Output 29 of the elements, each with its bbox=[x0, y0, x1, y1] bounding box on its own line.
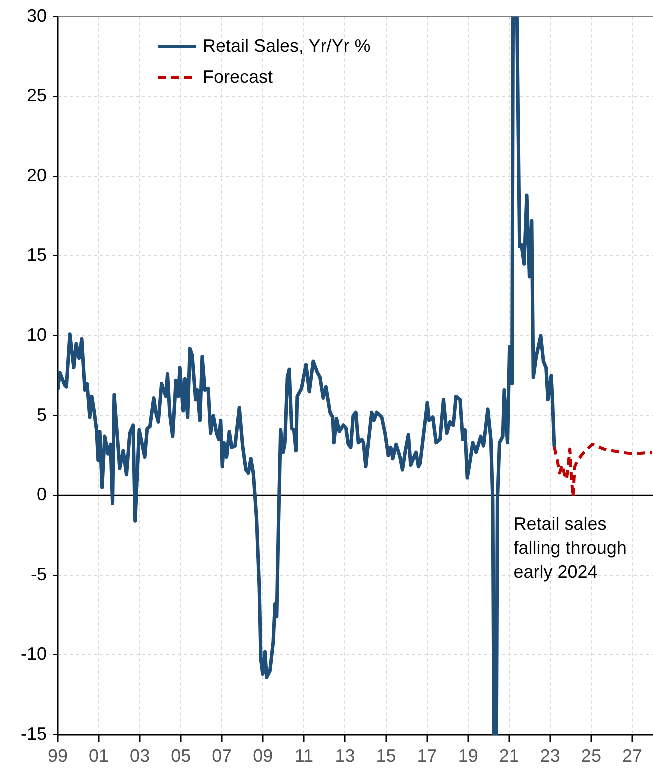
legend-label: Forecast bbox=[203, 66, 274, 87]
y-tick-label: 30 bbox=[26, 6, 47, 26]
x-tick-label: 17 bbox=[417, 746, 438, 766]
y-tick-label: 5 bbox=[36, 404, 47, 425]
x-tick-label: 11 bbox=[294, 746, 314, 766]
y-tick-label: -10 bbox=[20, 644, 47, 664]
y-tick-label: 25 bbox=[26, 86, 47, 106]
y-tick-label: 0 bbox=[36, 484, 47, 505]
annotation: Retail sales falling through early 2024 bbox=[514, 514, 627, 582]
y-tick-label: 20 bbox=[26, 165, 47, 186]
x-tick-label: 23 bbox=[540, 746, 560, 766]
y-tick-label: -15 bbox=[20, 724, 47, 744]
x-tick-label: 19 bbox=[458, 746, 478, 766]
x-tick-label: 05 bbox=[171, 746, 192, 766]
line-series bbox=[553, 443, 653, 499]
x-tick-label: 25 bbox=[581, 746, 602, 766]
x-tick-label: 21 bbox=[499, 746, 520, 766]
x-tick-label: 99 bbox=[48, 746, 68, 766]
x-tick-label: 13 bbox=[335, 746, 356, 766]
x-tick-label: 09 bbox=[253, 746, 274, 766]
x-tick-label: 03 bbox=[130, 746, 150, 766]
legend-label: Retail Sales, Yr/Yr % bbox=[203, 36, 371, 56]
y-tick-label: 15 bbox=[26, 245, 47, 266]
y-tick-label: 10 bbox=[26, 324, 47, 345]
x-tick-label: 07 bbox=[212, 746, 232, 766]
x-tick-label: 01 bbox=[89, 746, 110, 766]
y-tick-label: -5 bbox=[30, 564, 47, 584]
x-tick-label: 15 bbox=[376, 746, 396, 766]
x-tick-label: 27 bbox=[622, 746, 642, 766]
